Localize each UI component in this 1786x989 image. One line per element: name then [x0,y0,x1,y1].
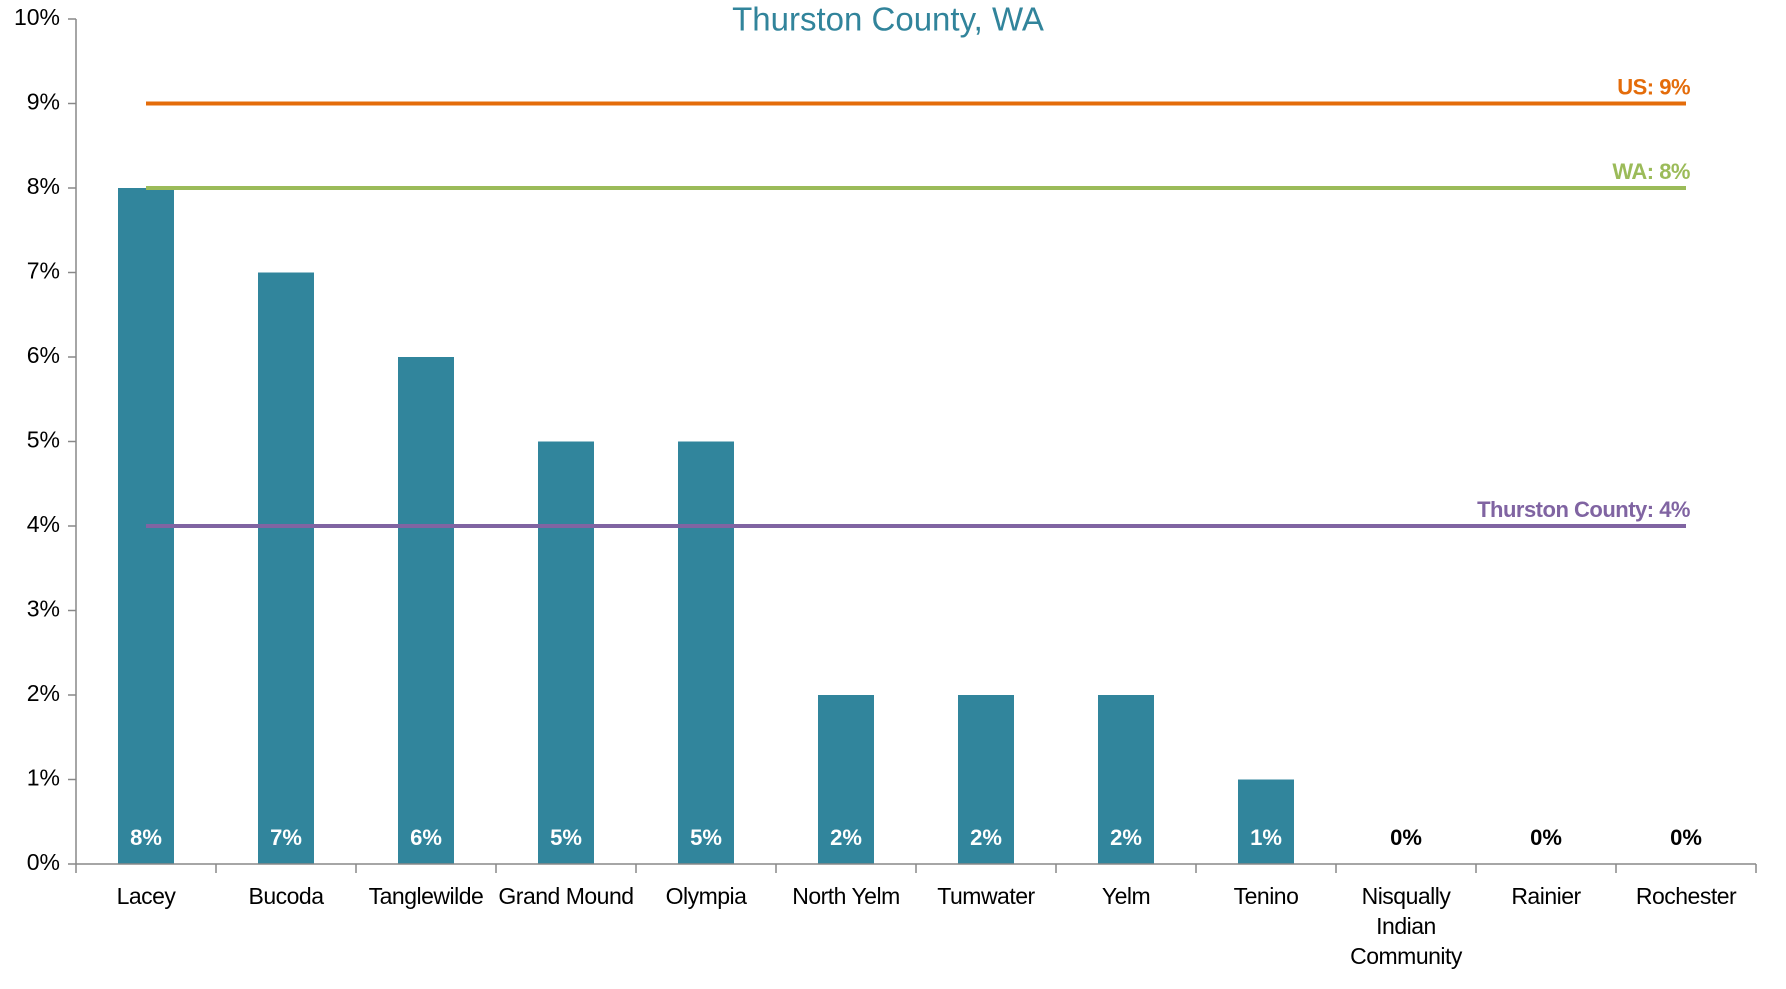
value-label: 0% [1530,825,1562,850]
value-label: 8% [130,825,162,850]
y-tick-label: 1% [27,765,60,791]
x-tick-label: Tumwater [937,883,1035,909]
x-tick-label: Olympia [665,883,747,909]
x-tick-label: Grand Mound [498,883,634,909]
y-tick-label: 10% [14,4,60,30]
bar [538,441,594,864]
value-label: 5% [550,825,582,850]
x-tick-label: Rochester [1635,883,1737,909]
value-label: 2% [1110,825,1142,850]
chart-title: Thurston County, WA [732,1,1044,38]
value-label: 5% [690,825,722,850]
value-label: 0% [1670,825,1702,850]
value-label: 0% [1390,825,1422,850]
y-tick-label: 9% [27,89,60,115]
x-tick-label: Tenino [1233,883,1299,909]
bar [678,441,734,864]
y-tick-label: 2% [27,680,60,706]
reference-label: Thurston County: 4% [1477,497,1690,522]
reference-label: US: 9% [1617,74,1690,99]
bar [1098,695,1154,864]
bar [258,272,314,864]
y-tick-label: 5% [27,427,60,453]
y-tick-label: 6% [27,342,60,368]
value-label: 6% [410,825,442,850]
value-label: 2% [970,825,1002,850]
bar [818,695,874,864]
value-label: 2% [830,825,862,850]
bar [1238,779,1294,864]
value-label: 7% [270,825,302,850]
x-tick-label: Nisqually Indian Community [1350,883,1462,969]
y-tick-label: 7% [27,258,60,284]
y-tick-label: 8% [27,173,60,199]
bar [398,357,454,864]
y-tick-label: 0% [27,849,60,875]
x-tick-label: Bucoda [248,883,324,909]
x-tick-label: Yelm [1101,883,1151,909]
value-label: 1% [1250,825,1282,850]
y-tick-label: 4% [27,511,60,537]
x-tick-label: North Yelm [792,883,900,909]
x-tick-label: Rainier [1511,883,1581,909]
x-tick-label: Tanglewilde [368,883,484,909]
reference-label: WA: 8% [1612,159,1690,184]
bar [958,695,1014,864]
x-tick-label: Lacey [116,883,176,909]
y-tick-label: 3% [27,596,60,622]
